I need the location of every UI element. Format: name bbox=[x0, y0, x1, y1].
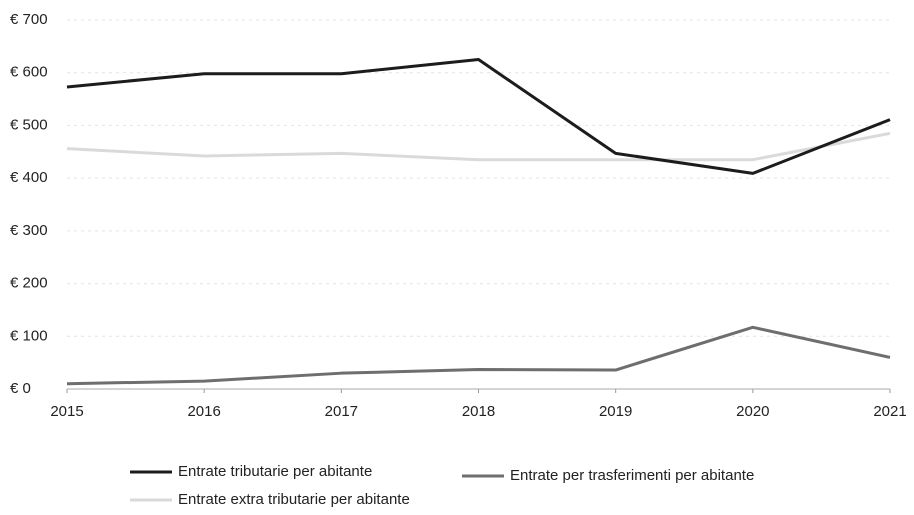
x-tick-label: 2021 bbox=[873, 403, 906, 420]
legend-label: Entrate tributarie per abitante bbox=[178, 463, 372, 480]
x-tick-label: 2015 bbox=[50, 403, 83, 420]
y-tick-label: € 100 bbox=[10, 327, 48, 344]
y-tick-label: € 700 bbox=[10, 11, 48, 28]
y-tick-label: € 300 bbox=[10, 222, 48, 239]
y-tick-label: € 500 bbox=[10, 116, 48, 133]
series-line bbox=[66, 131, 891, 162]
legend-label: Entrate per trasferimenti per abitante bbox=[510, 467, 754, 484]
series-line bbox=[66, 58, 891, 175]
x-tick-label: 2020 bbox=[736, 403, 769, 420]
x-tick-label: 2019 bbox=[599, 403, 632, 420]
legend-label: Entrate extra tributarie per abitante bbox=[178, 491, 410, 508]
x-tick-label: 2016 bbox=[187, 403, 220, 420]
series-line bbox=[66, 325, 891, 386]
x-tick-label: 2017 bbox=[325, 403, 358, 420]
y-tick-label: € 400 bbox=[10, 169, 48, 186]
x-tick-label: 2018 bbox=[462, 403, 495, 420]
y-tick-label: € 0 bbox=[10, 380, 31, 397]
y-tick-label: € 200 bbox=[10, 275, 48, 292]
y-tick-label: € 600 bbox=[10, 64, 48, 81]
